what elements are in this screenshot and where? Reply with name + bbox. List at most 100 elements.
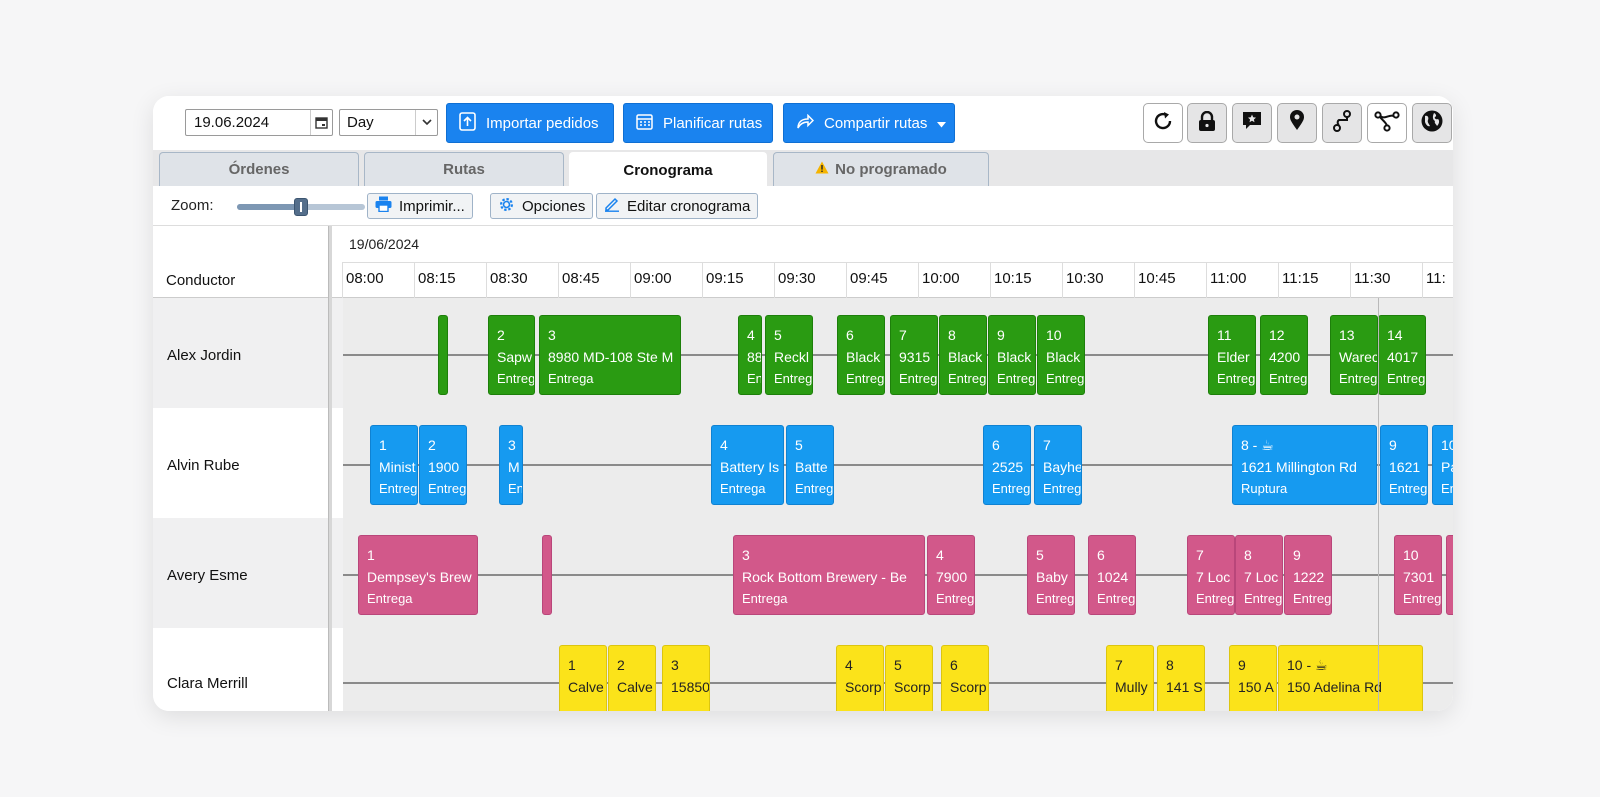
time-label: 11:15	[1282, 270, 1319, 287]
schedule-toolbar: Zoom: Imprimir... Opciones Editar cronog…	[153, 186, 1453, 226]
stop-number: 2	[497, 327, 505, 343]
stop-address: Pa	[1441, 459, 1453, 475]
location-button[interactable]	[1277, 103, 1317, 143]
stop-block[interactable]: 8 7 Loc Entrega	[1235, 535, 1283, 615]
stop-block[interactable]: 5 Batte Entrega	[786, 425, 834, 505]
route-button[interactable]	[1322, 103, 1362, 143]
time-tick	[702, 262, 703, 298]
stop-type: Entrega	[1097, 591, 1136, 606]
stop-block[interactable]: 4 88 En	[738, 315, 762, 395]
stop-block[interactable]: 12 4200 Entrega	[1260, 315, 1308, 395]
stop-block[interactable]: 4 Battery Is Entrega	[711, 425, 784, 505]
stop-block[interactable]: 5 Reckl Entrega	[765, 315, 813, 395]
stop-block[interactable]: 10 Pa Ent	[1432, 425, 1453, 505]
stop-number: 13	[1339, 327, 1355, 343]
stop-block[interactable]: 4 Scorp	[836, 645, 884, 711]
date-field[interactable]: 19.06.2024	[185, 109, 333, 136]
stop-block[interactable]: 9 1621 Entrega	[1380, 425, 1428, 505]
options-button[interactable]: Opciones	[490, 193, 594, 219]
stop-block[interactable]: 1 Calve	[559, 645, 607, 711]
stop-type: En	[747, 371, 762, 386]
stop-block[interactable]: 3 Rock Bottom Brewery - Be Entrega	[733, 535, 925, 615]
driver-name[interactable]: Avery Esme	[167, 567, 248, 584]
stop-block[interactable]: 10 Black Entrega	[1037, 315, 1085, 395]
driver-name[interactable]: Alvin Rube	[167, 457, 240, 474]
header-divider	[343, 262, 1453, 263]
stop-block[interactable]: 3 M Ent	[499, 425, 523, 505]
tab-bar: Órdenes Rutas Cronograma No programado	[153, 150, 1453, 187]
stop-number: 8	[1166, 657, 1174, 673]
stop-block[interactable]: 7 Mully	[1106, 645, 1154, 711]
stop-block[interactable]: 3 15850	[662, 645, 710, 711]
stop-block[interactable]	[1446, 535, 1453, 615]
tab-schedule[interactable]: Cronograma	[569, 152, 767, 187]
stop-block[interactable]: 9 150 A	[1229, 645, 1277, 711]
stop-block[interactable]: 6 Scorp	[941, 645, 989, 711]
stop-block[interactable]: 7 Bayhe Entrega	[1034, 425, 1082, 505]
stop-block[interactable]: 9 1222 Entrega	[1284, 535, 1332, 615]
refresh-button[interactable]	[1143, 103, 1183, 143]
stop-block[interactable]	[438, 315, 448, 395]
stop-block[interactable]: 2 1900 Entrega	[419, 425, 467, 505]
stop-block[interactable]: 9 Black Entrega	[988, 315, 1036, 395]
stop-address: 1621 Millington Rd	[1241, 459, 1357, 475]
stop-block[interactable]: 13 Warec Entrega	[1330, 315, 1378, 395]
print-button[interactable]: Imprimir...	[367, 193, 473, 219]
tab-unscheduled[interactable]: No programado	[773, 152, 989, 186]
stop-block[interactable]: 10 - ☕ 150 Adelina Rd	[1278, 645, 1423, 711]
calendar-icon[interactable]	[310, 110, 332, 135]
stop-block[interactable]: 5 Baby Entrega	[1027, 535, 1075, 615]
stop-number: 5	[795, 437, 803, 453]
stop-block[interactable]: 8 Black Entrega	[939, 315, 987, 395]
stop-address: 4017	[1387, 349, 1419, 365]
view-select[interactable]: Day	[339, 109, 438, 136]
stop-number: 10	[1403, 547, 1419, 563]
stop-address: Minist	[379, 459, 416, 475]
stop-address: Baby	[1036, 569, 1068, 585]
stop-address: 1222	[1293, 569, 1325, 585]
stop-block[interactable]: 8 141 S	[1157, 645, 1205, 711]
stop-type: Entrega	[1403, 591, 1442, 606]
tab-routes[interactable]: Rutas	[364, 152, 564, 186]
stop-block[interactable]: 6 Black Entrega	[837, 315, 885, 395]
import-orders-button[interactable]: Importar pedidos	[446, 103, 614, 143]
zoom-slider[interactable]	[237, 198, 365, 216]
time-tick	[918, 262, 919, 298]
stop-block[interactable]: 11 Elder Entrega	[1208, 315, 1256, 395]
share-routes-button[interactable]: Compartir rutas	[783, 103, 955, 143]
lock-button[interactable]	[1187, 103, 1227, 143]
stop-block[interactable]: 1 Minist Entrega	[370, 425, 418, 505]
path-button[interactable]	[1367, 103, 1407, 143]
stop-block[interactable]: 6 1024 Entrega	[1088, 535, 1136, 615]
stop-block[interactable]: 14 4017 Entrega	[1378, 315, 1426, 395]
stop-block[interactable]: 8 - ☕ 1621 Millington Rd Ruptura	[1232, 425, 1377, 505]
column-splitter[interactable]	[328, 226, 332, 711]
stop-type: Entrega	[1217, 371, 1256, 386]
stop-block[interactable]: 2 Sapw Entrega	[488, 315, 535, 395]
edit-schedule-button[interactable]: Editar cronograma	[596, 193, 759, 219]
note-button[interactable]	[1232, 103, 1272, 143]
stop-number: 3	[508, 437, 516, 453]
globe-button[interactable]	[1412, 103, 1452, 143]
stop-block[interactable]: 1 Dempsey's Brew Entrega	[358, 535, 478, 615]
time-tick	[630, 262, 631, 298]
options-label: Opciones	[522, 197, 586, 215]
stop-block[interactable]	[542, 535, 552, 615]
stop-block[interactable]: 2 Calve	[608, 645, 656, 711]
plan-routes-button[interactable]: Planificar rutas	[623, 103, 773, 143]
stop-block[interactable]: 4 7900 Entrega	[927, 535, 975, 615]
stop-block[interactable]: 7 9315 Entrega	[890, 315, 938, 395]
stop-block[interactable]: 5 Scorp	[885, 645, 933, 711]
driver-name[interactable]: Alex Jordin	[167, 347, 242, 364]
tab-orders[interactable]: Órdenes	[159, 152, 359, 186]
stop-block[interactable]: 6 2525 Entrega	[983, 425, 1031, 505]
stop-address: 4200	[1269, 349, 1301, 365]
stop-type: Entrega	[1389, 481, 1428, 496]
driver-name[interactable]: Clara Merrill	[167, 675, 248, 692]
stop-block[interactable]: 7 7 Loc Entrega	[1187, 535, 1235, 615]
stop-address: Dempsey's Brew	[367, 569, 472, 585]
zoom-slider-handle[interactable]	[294, 198, 308, 216]
time-tick	[990, 262, 991, 298]
stop-block[interactable]: 10 7301 Entrega	[1394, 535, 1442, 615]
stop-block[interactable]: 3 8980 MD-108 Ste M Entrega	[539, 315, 681, 395]
